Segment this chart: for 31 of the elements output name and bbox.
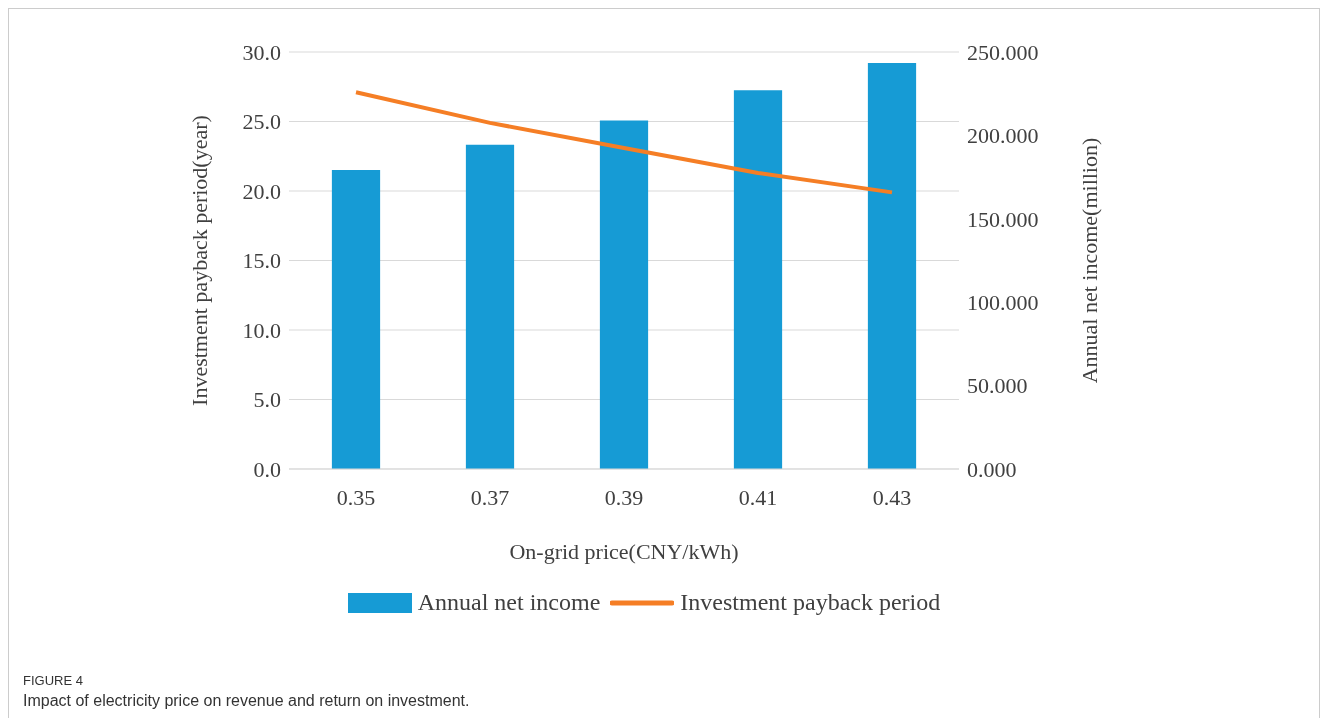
y-tick-label: 0.0 — [253, 456, 281, 482]
y2-tick-label: 250.000 — [967, 39, 1039, 65]
y2-tick-label: 200.000 — [967, 123, 1039, 149]
y-tick-label: 15.0 — [242, 248, 281, 274]
x-tick-label: 0.43 — [872, 484, 912, 510]
y2-tick-label: 100.000 — [967, 290, 1039, 316]
x-tick-label: 0.37 — [470, 484, 510, 510]
line-series — [354, 90, 894, 195]
legend-label: Investment payback period — [679, 589, 941, 616]
x-tick-label: 0.35 — [336, 484, 376, 510]
y-tick-label: 5.0 — [253, 387, 281, 413]
bar — [867, 63, 917, 469]
y-tick-label: 30.0 — [242, 39, 281, 65]
y2-axis-title: Annual net income(million) — [1076, 137, 1102, 384]
bar — [465, 144, 515, 469]
legend-label: Annual net income — [416, 589, 601, 616]
x-tick-label: 0.39 — [604, 484, 644, 510]
text: Impact of electricity price on revenue and return on investment. — [23, 692, 471, 710]
caption: FIGURE 4 — [23, 673, 84, 688]
y2-tick-label: 150.000 — [967, 206, 1039, 232]
bar — [599, 120, 649, 469]
y-tick-label: 20.0 — [242, 178, 281, 204]
y-axis-title: Investment payback period(year) — [186, 115, 212, 406]
bar — [331, 169, 381, 469]
bar — [733, 90, 783, 469]
y2-tick-label: 0.000 — [967, 456, 1017, 482]
y-tick-label: 25.0 — [242, 109, 281, 135]
x-tick-label: 0.41 — [738, 484, 778, 510]
x-axis-title: On-grid price(CNY/kWh) — [509, 539, 739, 564]
y-tick-label: 10.0 — [242, 317, 281, 343]
y2-tick-label: 50.000 — [967, 373, 1028, 399]
